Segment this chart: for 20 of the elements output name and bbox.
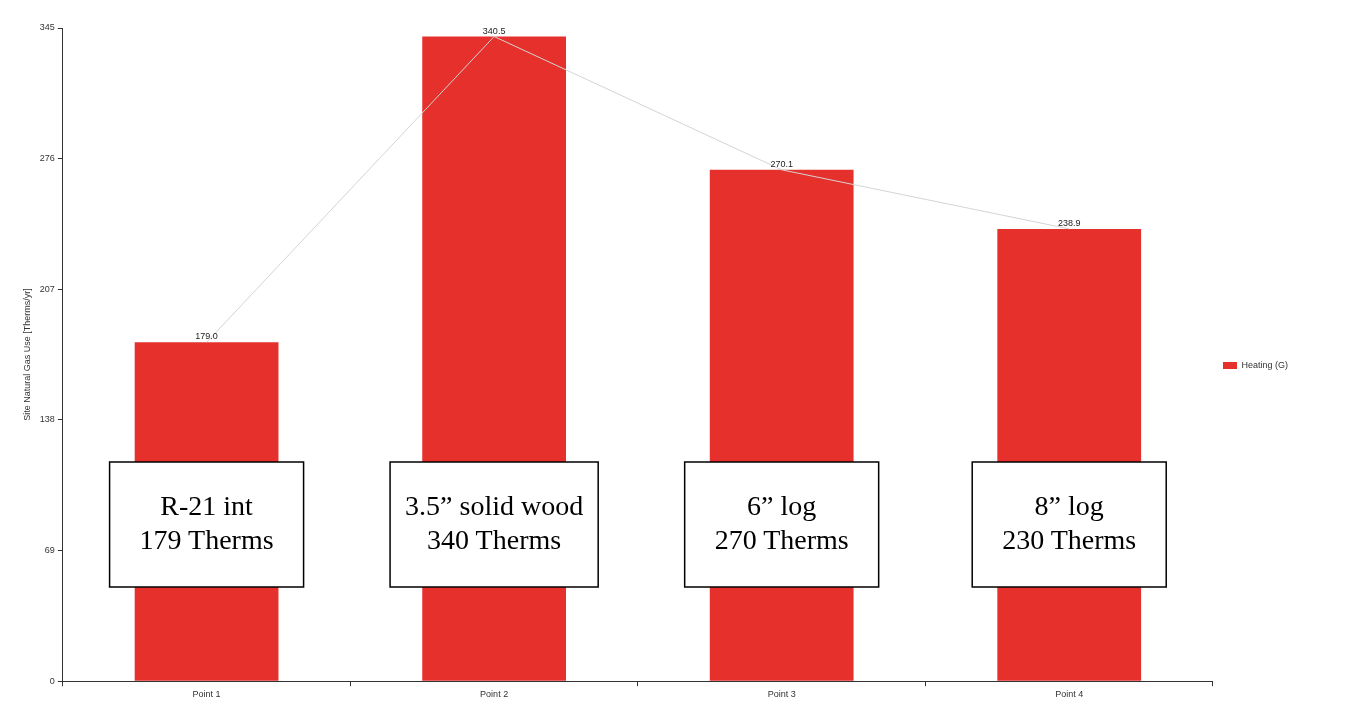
annotation: R-21 int 179 Therms bbox=[139, 489, 274, 555]
y-tick-label: 276 bbox=[39, 153, 55, 164]
data-label: 340.5 bbox=[482, 25, 506, 36]
y-tick-label: 69 bbox=[44, 545, 55, 556]
x-tick-label: Point 4 bbox=[1055, 689, 1084, 700]
y-axis-title: Site Natural Gas Use [Therms/yr] bbox=[21, 288, 32, 421]
data-label: 238.9 bbox=[1057, 217, 1081, 228]
legend-label: Heating (G) bbox=[1241, 359, 1289, 370]
y-tick-label: 207 bbox=[39, 283, 55, 294]
y-tick-label: 345 bbox=[39, 22, 55, 33]
data-label: 179.0 bbox=[195, 331, 218, 342]
x-tick-label: Point 2 bbox=[480, 689, 509, 700]
x-tick-label: Point 3 bbox=[767, 689, 796, 700]
y-tick-label: 0 bbox=[49, 675, 55, 686]
annotation: 3.5” solid wood 340 Therms bbox=[405, 489, 584, 555]
annotation: 8” log 230 Therms bbox=[1002, 489, 1137, 555]
x-tick-label: Point 1 bbox=[192, 689, 221, 700]
annotation: 6” log 270 Therms bbox=[714, 489, 849, 555]
y-tick-label: 138 bbox=[39, 414, 55, 425]
data-label: 270.1 bbox=[770, 158, 793, 169]
